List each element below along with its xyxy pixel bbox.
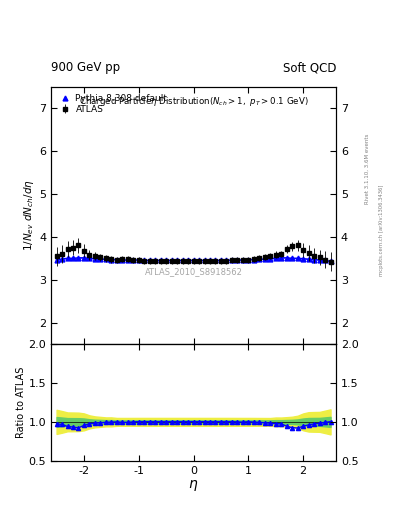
Pythia 8.308 default	[241, 257, 245, 263]
Line: Pythia 8.308 default: Pythia 8.308 default	[54, 255, 333, 264]
Text: ATLAS_2010_S8918562: ATLAS_2010_S8918562	[145, 268, 242, 276]
Text: mcplots.cern.ch [arXiv:1306.3436]: mcplots.cern.ch [arXiv:1306.3436]	[379, 185, 384, 276]
Pythia 8.308 default	[147, 258, 152, 264]
Text: Charged Particle$\eta$ Distribution$(N_{ch}>1,\ p_T>0.1\ \mathrm{GeV})$: Charged Particle$\eta$ Distribution$(N_{…	[79, 95, 309, 108]
Pythia 8.308 default	[323, 258, 327, 264]
Pythia 8.308 default	[257, 256, 262, 262]
X-axis label: $\eta$: $\eta$	[188, 478, 199, 494]
Pythia 8.308 default	[328, 258, 333, 264]
Pythia 8.308 default	[76, 255, 81, 261]
Pythia 8.308 default	[54, 257, 59, 263]
Text: Rivet 3.1.10, 3.6M events: Rivet 3.1.10, 3.6M events	[365, 134, 370, 204]
Legend: Pythia 8.308 default, ATLAS: Pythia 8.308 default, ATLAS	[55, 92, 170, 117]
Pythia 8.308 default	[120, 257, 125, 263]
Pythia 8.308 default	[142, 258, 147, 264]
Y-axis label: $1/N_{ev}\ dN_{ch}/d\eta$: $1/N_{ev}\ dN_{ch}/d\eta$	[22, 180, 36, 251]
Y-axis label: Ratio to ATLAS: Ratio to ATLAS	[16, 367, 26, 438]
Text: Soft QCD: Soft QCD	[283, 61, 336, 74]
Text: 900 GeV pp: 900 GeV pp	[51, 61, 120, 74]
